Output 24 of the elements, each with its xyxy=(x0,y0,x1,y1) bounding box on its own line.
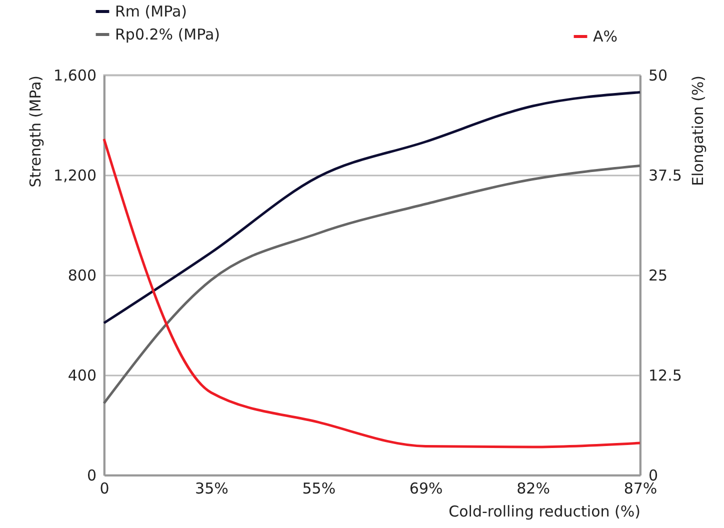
x-axis-title: Cold-rolling reduction (%) xyxy=(448,502,640,520)
y2-axis-title: Elongation (%) xyxy=(688,76,707,186)
legend-label: Rm (MPa) xyxy=(115,2,188,20)
y2-tick-label: 50 xyxy=(648,66,668,84)
y-tick-label: 0 xyxy=(86,466,96,484)
x-tick-label: 69% xyxy=(409,480,443,498)
line-series xyxy=(102,164,642,404)
legend-label: Rp0.2% (MPa) xyxy=(115,26,220,44)
y2-tick-label: 37.5 xyxy=(648,166,682,184)
x-tick-label: 55% xyxy=(302,480,336,498)
x-tick-label: 0 xyxy=(100,480,110,498)
legend-label: A% xyxy=(593,28,618,46)
y-tick-label: 400 xyxy=(68,366,96,384)
y-tick-label: 1,200 xyxy=(54,166,96,184)
y2-tick-label: 25 xyxy=(648,266,668,284)
y2-tick-label: 12.5 xyxy=(648,366,682,384)
x-tick-label: 82% xyxy=(516,480,550,498)
line-series xyxy=(102,91,642,324)
y-tick-label: 800 xyxy=(68,266,96,284)
y-tick-label: 1,600 xyxy=(54,66,96,84)
x-tick-label: 35% xyxy=(195,480,228,498)
x-tick-label: 87% xyxy=(624,480,658,498)
y-axis-title: Strength (MPa) xyxy=(26,76,45,188)
line-series xyxy=(102,138,642,448)
